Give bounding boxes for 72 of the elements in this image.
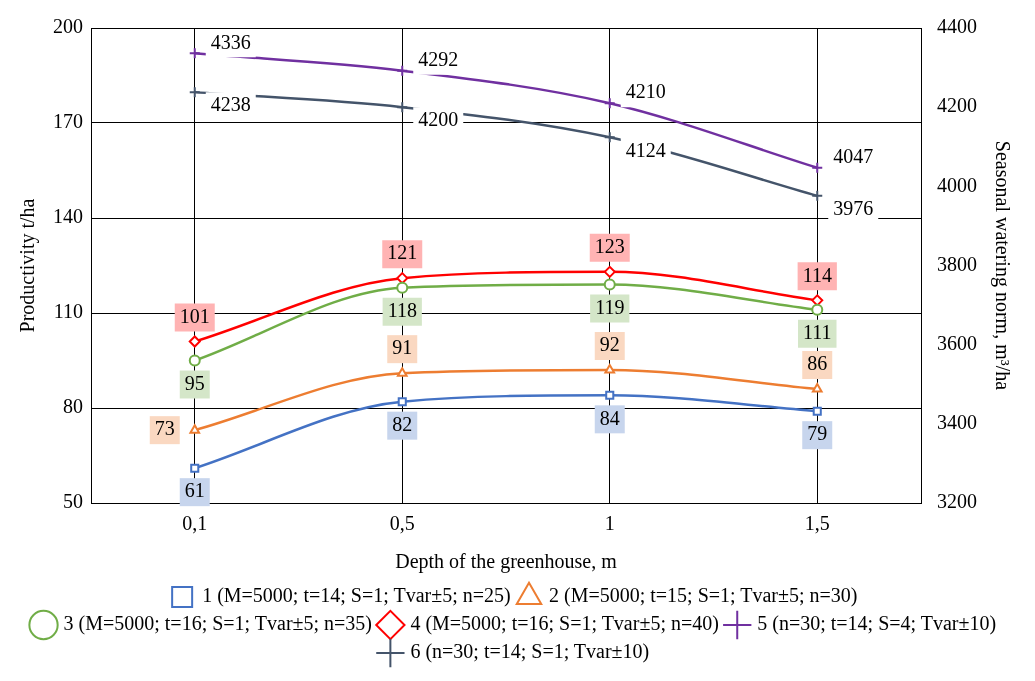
point [603,265,616,278]
data-label: 111 [802,321,832,344]
data-label: 86 [807,352,828,375]
legend-label: 6 (n=30; t=14; S=1; Tvar±10) [410,640,650,664]
data-label: 92 [599,333,620,356]
point [190,463,200,473]
data-label: 82 [392,412,413,435]
data-label: 4124 [625,138,666,161]
point [811,161,824,174]
data-label: 123 [594,235,625,258]
data-label: 4200 [418,108,459,131]
y2-tick-label: 3200 [937,490,977,513]
legend-label: 3 (M=5000; t=16; S=1; Tvar±5; n=35) [63,612,373,636]
data-label: 114 [802,263,832,286]
point [396,367,408,377]
point [604,364,616,374]
point [396,101,409,114]
data-label: 79 [807,422,828,445]
y-tick-label: 80 [63,395,83,418]
data-label: 73 [154,417,175,440]
data-label: 4047 [833,144,874,167]
y2-tick-label: 3600 [937,331,977,354]
point [188,335,201,348]
point [188,47,201,60]
y2-axis-title: Seasonal watering norm, m³/ha [990,140,1014,391]
point [603,131,616,144]
data-label: 119 [595,295,625,318]
legend-label: 2 (M=5000; t=15; S=1; Tvar±5; n=30) [549,584,858,608]
point [396,64,409,77]
y-tick-label: 170 [53,110,83,133]
y-tick-label: 140 [53,205,83,228]
y-tick-label: 200 [53,15,83,38]
point [812,406,822,416]
point [188,354,201,367]
data-label: 91 [392,336,413,359]
x-axis-title: Depth of the greenhouse, m [395,550,618,574]
point [396,281,409,294]
y2-tick-label: 4400 [937,15,977,38]
legend-label: 1 (M=5000; t=14; S=1; Tvar±5; n=25) [202,584,511,608]
legend-label: 5 (n=30; t=14; S=4; Tvar±10) [757,612,997,636]
data-label: 95 [184,371,205,394]
point [603,97,616,110]
point [811,383,823,393]
point [811,189,824,202]
y-tick-label: 110 [53,300,83,323]
point [605,390,615,400]
data-label: 84 [599,406,620,429]
point [397,397,407,407]
data-label: 101 [179,304,210,327]
x-tick-label: 1 [604,512,615,535]
y2-tick-label: 4200 [937,94,977,117]
data-label: 121 [387,241,418,264]
data-label: 4336 [210,30,251,53]
data-label: 61 [184,479,205,502]
point [188,86,201,99]
y2-tick-label: 3400 [937,411,977,434]
point [811,303,824,316]
data-label: 4238 [210,93,251,116]
data-label: 4292 [418,48,459,70]
data-label: 4210 [625,80,666,103]
data-label: 118 [387,298,417,321]
y2-tick-label: 4000 [937,173,977,196]
data-label: 3976 [833,197,874,220]
x-tick-label: 0,5 [389,512,415,535]
legend-label: 4 (M=5000; t=16; S=1; Tvar±5; n=40) [410,612,719,636]
point [603,278,616,291]
point [189,424,201,434]
y-axis-title: Productivity t/ha [16,198,40,333]
y-tick-label: 50 [63,490,83,513]
x-tick-label: 0,1 [182,512,208,535]
x-tick-label: 1,5 [804,512,830,535]
y2-tick-label: 3800 [937,252,977,275]
